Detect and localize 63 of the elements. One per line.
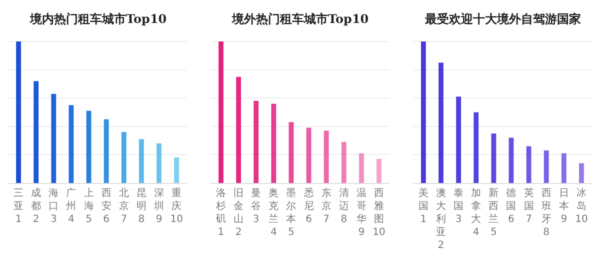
x-tick-label: 三亚 1 bbox=[14, 188, 24, 225]
bar bbox=[324, 130, 329, 183]
bar bbox=[579, 163, 584, 183]
x-tick-label: 重庆 10 bbox=[170, 187, 183, 225]
bar bbox=[508, 138, 514, 183]
bar bbox=[420, 41, 426, 183]
bar bbox=[86, 110, 92, 183]
x-tick-label: 西安 6 bbox=[101, 188, 112, 225]
x-tick-label: 曼谷 3 bbox=[251, 188, 262, 225]
bar bbox=[306, 128, 312, 183]
chart-title: 最受欢迎十大境外自驾游国家 bbox=[424, 12, 581, 26]
bar bbox=[474, 112, 479, 183]
x-tick-label: 海口 3 bbox=[48, 187, 59, 225]
bar bbox=[68, 105, 74, 183]
bar bbox=[51, 94, 56, 183]
bar bbox=[358, 153, 364, 183]
x-tick-label: 上海 5 bbox=[84, 187, 94, 225]
bar bbox=[16, 41, 21, 183]
bar bbox=[254, 100, 259, 183]
x-tick-label: 清迈 8 bbox=[338, 187, 349, 225]
bar bbox=[218, 41, 224, 183]
x-tick-label: 加拿大 4 bbox=[471, 187, 482, 238]
bar bbox=[34, 81, 39, 183]
x-tick-label: 深圳 9 bbox=[153, 187, 164, 225]
bar bbox=[438, 62, 444, 183]
x-tick-label: 旧金山 2 bbox=[234, 187, 244, 238]
bar bbox=[456, 96, 462, 183]
x-tick-label: 悉尼 6 bbox=[302, 187, 314, 225]
x-tick-label: 洛杉矶 1 bbox=[214, 187, 226, 238]
x-tick-label: 泰国 3 bbox=[454, 188, 464, 225]
x-tick-label: 英国 7 bbox=[524, 187, 534, 225]
bar bbox=[121, 132, 126, 183]
x-tick-label: 美国 1 bbox=[418, 187, 428, 225]
bar bbox=[561, 153, 566, 183]
bar bbox=[104, 119, 109, 183]
bar bbox=[138, 139, 144, 183]
x-tick-label: 昆明 8 bbox=[136, 188, 146, 225]
x-tick-label: 奥克兰 4 bbox=[268, 187, 279, 238]
x-tick-label: 东京 7 bbox=[321, 187, 332, 225]
x-tick-label: 温哥华 9 bbox=[356, 187, 366, 238]
x-tick-label: 西雅图 10 bbox=[372, 188, 386, 238]
bar bbox=[526, 146, 532, 183]
x-tick-label: 墨尔本 5 bbox=[286, 188, 296, 238]
x-tick-label: 德国 6 bbox=[506, 188, 516, 225]
x-tick-label: 西班牙 8 bbox=[541, 188, 552, 238]
bar bbox=[341, 142, 346, 183]
x-tick-label: 北京 7 bbox=[118, 187, 129, 225]
bar bbox=[236, 76, 242, 183]
bar bbox=[271, 104, 276, 183]
x-tick-label: 日本 9 bbox=[558, 188, 569, 225]
bar bbox=[288, 122, 294, 183]
bar bbox=[174, 158, 180, 183]
x-tick-label: 澳大利亚 2 bbox=[436, 187, 446, 251]
bar bbox=[376, 158, 382, 183]
x-tick-label: 广州 4 bbox=[66, 187, 76, 225]
chart-title: 境外热门租车城市Top10 bbox=[231, 12, 369, 26]
x-tick-label: 成都 2 bbox=[31, 187, 42, 225]
bar bbox=[491, 133, 496, 183]
x-tick-label: 新西兰 5 bbox=[488, 187, 499, 238]
bar bbox=[156, 143, 162, 183]
chart-title: 境内热门租车城市Top10 bbox=[29, 12, 167, 26]
x-tick-label: 冰岛 10 bbox=[575, 187, 588, 225]
bar bbox=[544, 150, 549, 183]
